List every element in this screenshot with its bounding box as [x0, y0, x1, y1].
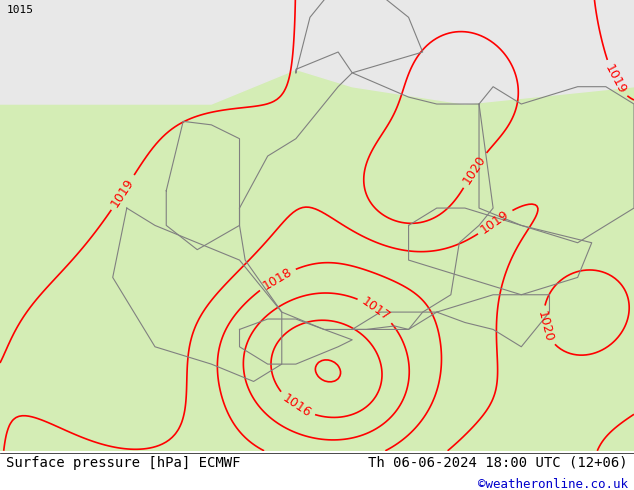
Text: 1017: 1017 — [359, 294, 392, 323]
Text: 1018: 1018 — [260, 265, 294, 293]
Text: 1020: 1020 — [460, 153, 488, 187]
Polygon shape — [296, 0, 634, 104]
Text: 1019: 1019 — [602, 62, 628, 97]
Text: ©weatheronline.co.uk: ©weatheronline.co.uk — [477, 478, 628, 490]
Text: 1020: 1020 — [535, 309, 555, 343]
Polygon shape — [0, 0, 296, 104]
Text: 1016: 1016 — [280, 392, 313, 420]
Text: Th 06-06-2024 18:00 UTC (12+06): Th 06-06-2024 18:00 UTC (12+06) — [368, 456, 628, 469]
Text: 1015: 1015 — [6, 4, 34, 15]
Text: 1019: 1019 — [479, 208, 512, 236]
Text: Surface pressure [hPa] ECMWF: Surface pressure [hPa] ECMWF — [6, 456, 241, 469]
Text: 1019: 1019 — [109, 176, 137, 209]
